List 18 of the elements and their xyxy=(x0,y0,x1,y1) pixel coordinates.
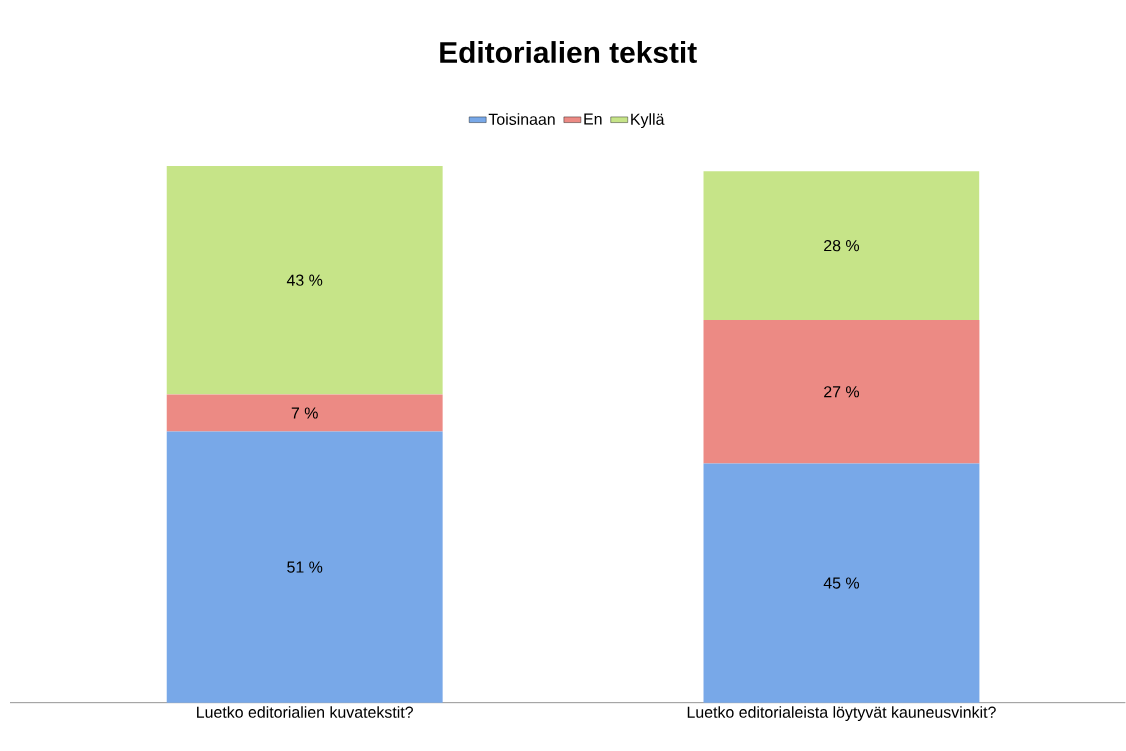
legend-label: Toisinaan xyxy=(488,113,555,126)
bar xyxy=(166,394,443,432)
chart-title: Editorialien tekstit xyxy=(440,41,697,64)
bar xyxy=(166,431,443,703)
data-label: 43 % xyxy=(286,274,323,286)
data-label: 7 % xyxy=(291,407,318,419)
legend-label: En xyxy=(584,113,602,125)
data-label: 51 % xyxy=(287,561,323,573)
legend-label: Kyllä xyxy=(631,113,665,129)
x-tick-label: Luetko editorialeista löytyvät kauneusvinkit? xyxy=(687,706,996,722)
data-label: 27 % xyxy=(824,386,860,398)
bar xyxy=(703,320,980,464)
data-label: 45 % xyxy=(823,577,860,589)
data-label: 28 % xyxy=(824,240,860,252)
bar xyxy=(166,166,443,395)
bar xyxy=(703,171,980,321)
x-tick-label: Luetko editorialien kuvatekstit? xyxy=(197,706,413,719)
bar xyxy=(703,463,980,703)
